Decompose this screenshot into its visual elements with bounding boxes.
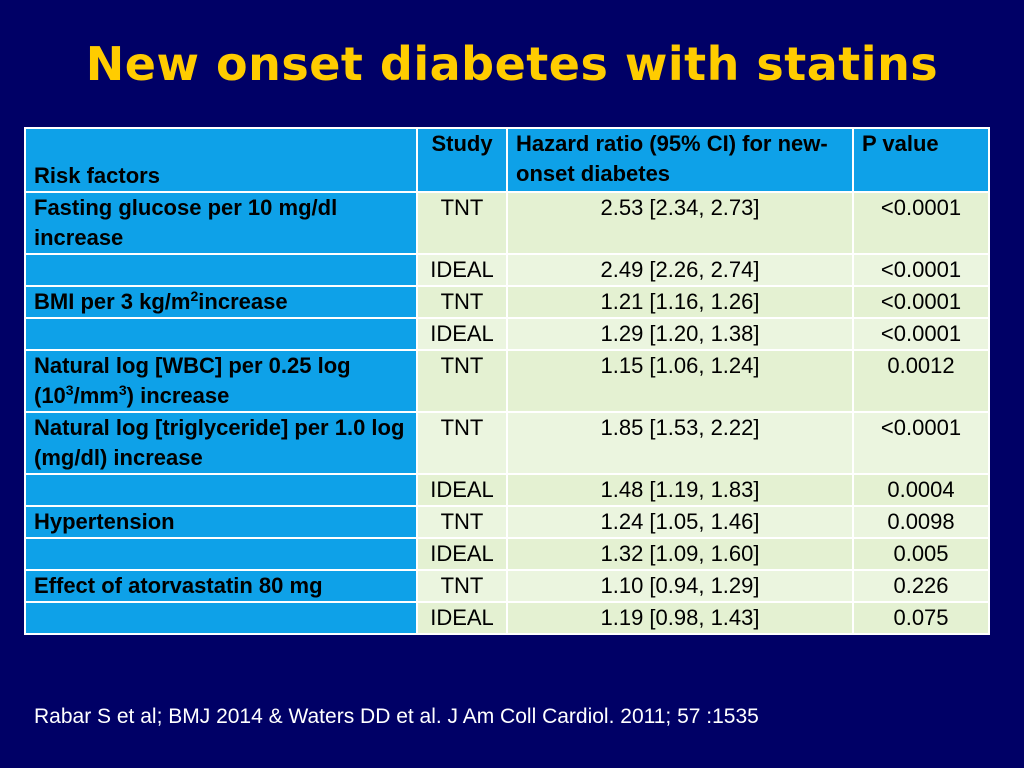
study-cell: IDEAL: [416, 473, 508, 507]
table-row: Natural log [WBC] per 0.25 log (103/mm3)…: [24, 349, 990, 413]
p-value-cell: <0.0001: [852, 317, 990, 351]
p-value-cell: 0.0098: [852, 505, 990, 539]
hazard-ratio-cell: 1.85 [1.53, 2.22]: [506, 411, 854, 475]
study-cell: TNT: [416, 411, 508, 475]
hazard-ratio-cell: 1.15 [1.06, 1.24]: [506, 349, 854, 413]
hazard-ratio-cell: 1.24 [1.05, 1.46]: [506, 505, 854, 539]
table-header-row: Risk factors Study Hazard ratio (95% CI)…: [24, 127, 990, 193]
table-row: IDEAL 1.32 [1.09, 1.60] 0.005: [24, 537, 990, 571]
table-row: IDEAL 1.19 [0.98, 1.43] 0.075: [24, 601, 990, 635]
study-cell: IDEAL: [416, 253, 508, 287]
hazard-ratio-cell: 1.21 [1.16, 1.26]: [506, 285, 854, 319]
hazard-ratio-cell: 2.53 [2.34, 2.73]: [506, 191, 854, 255]
table-row: Effect of atorvastatin 80 mg TNT 1.10 [0…: [24, 569, 990, 603]
hazard-ratio-cell: 1.48 [1.19, 1.83]: [506, 473, 854, 507]
risk-factor-cell: BMI per 3 kg/m2increase: [24, 285, 418, 319]
citation-text: Rabar S et al; BMJ 2014 & Waters DD et a…: [34, 705, 759, 728]
risk-factor-cell: Natural log [triglyceride] per 1.0 log (…: [24, 411, 418, 475]
risk-factor-cell: [24, 253, 418, 287]
table-row: Fasting glucose per 10 mg/dl increase TN…: [24, 191, 990, 255]
header-study: Study: [416, 127, 508, 193]
hazard-ratio-cell: 1.29 [1.20, 1.38]: [506, 317, 854, 351]
hazard-ratio-cell: 1.10 [0.94, 1.29]: [506, 569, 854, 603]
p-value-cell: <0.0001: [852, 411, 990, 475]
study-cell: IDEAL: [416, 317, 508, 351]
diabetes-risk-table: Risk factors Study Hazard ratio (95% CI)…: [24, 127, 990, 635]
hazard-ratio-cell: 1.19 [0.98, 1.43]: [506, 601, 854, 635]
header-hazard-ratio: Hazard ratio (95% CI) for new-onset diab…: [506, 127, 854, 193]
p-value-cell: 0.005: [852, 537, 990, 571]
risk-factor-cell: [24, 317, 418, 351]
risk-factor-cell: [24, 537, 418, 571]
hazard-ratio-cell: 1.32 [1.09, 1.60]: [506, 537, 854, 571]
risk-factor-cell: Effect of atorvastatin 80 mg: [24, 569, 418, 603]
table-row: IDEAL 1.29 [1.20, 1.38] <0.0001: [24, 317, 990, 351]
study-cell: TNT: [416, 191, 508, 255]
table-row: Hypertension TNT 1.24 [1.05, 1.46] 0.009…: [24, 505, 990, 539]
p-value-cell: <0.0001: [852, 253, 990, 287]
study-cell: TNT: [416, 285, 508, 319]
study-cell: TNT: [416, 349, 508, 413]
study-cell: IDEAL: [416, 601, 508, 635]
study-cell: TNT: [416, 505, 508, 539]
table-row: IDEAL 2.49 [2.26, 2.74] <0.0001: [24, 253, 990, 287]
header-risk-factors: Risk factors: [24, 127, 418, 193]
table-row: Natural log [triglyceride] per 1.0 log (…: [24, 411, 990, 475]
study-cell: IDEAL: [416, 537, 508, 571]
study-cell: TNT: [416, 569, 508, 603]
risk-factor-cell: [24, 601, 418, 635]
p-value-cell: 0.226: [852, 569, 990, 603]
hazard-ratio-cell: 2.49 [2.26, 2.74]: [506, 253, 854, 287]
risk-factor-cell: Fasting glucose per 10 mg/dl increase: [24, 191, 418, 255]
table-row: IDEAL 1.48 [1.19, 1.83] 0.0004: [24, 473, 990, 507]
slide-title: New onset diabetes with statins: [85, 37, 939, 91]
p-value-cell: <0.0001: [852, 191, 990, 255]
p-value-cell: 0.0004: [852, 473, 990, 507]
header-p-value: P value: [852, 127, 990, 193]
p-value-cell: 0.075: [852, 601, 990, 635]
p-value-cell: 0.0012: [852, 349, 990, 413]
risk-factor-cell: [24, 473, 418, 507]
table-row: BMI per 3 kg/m2increase TNT 1.21 [1.16, …: [24, 285, 990, 319]
risk-factor-cell: Hypertension: [24, 505, 418, 539]
p-value-cell: <0.0001: [852, 285, 990, 319]
risk-factor-cell: Natural log [WBC] per 0.25 log (103/mm3)…: [24, 349, 418, 413]
